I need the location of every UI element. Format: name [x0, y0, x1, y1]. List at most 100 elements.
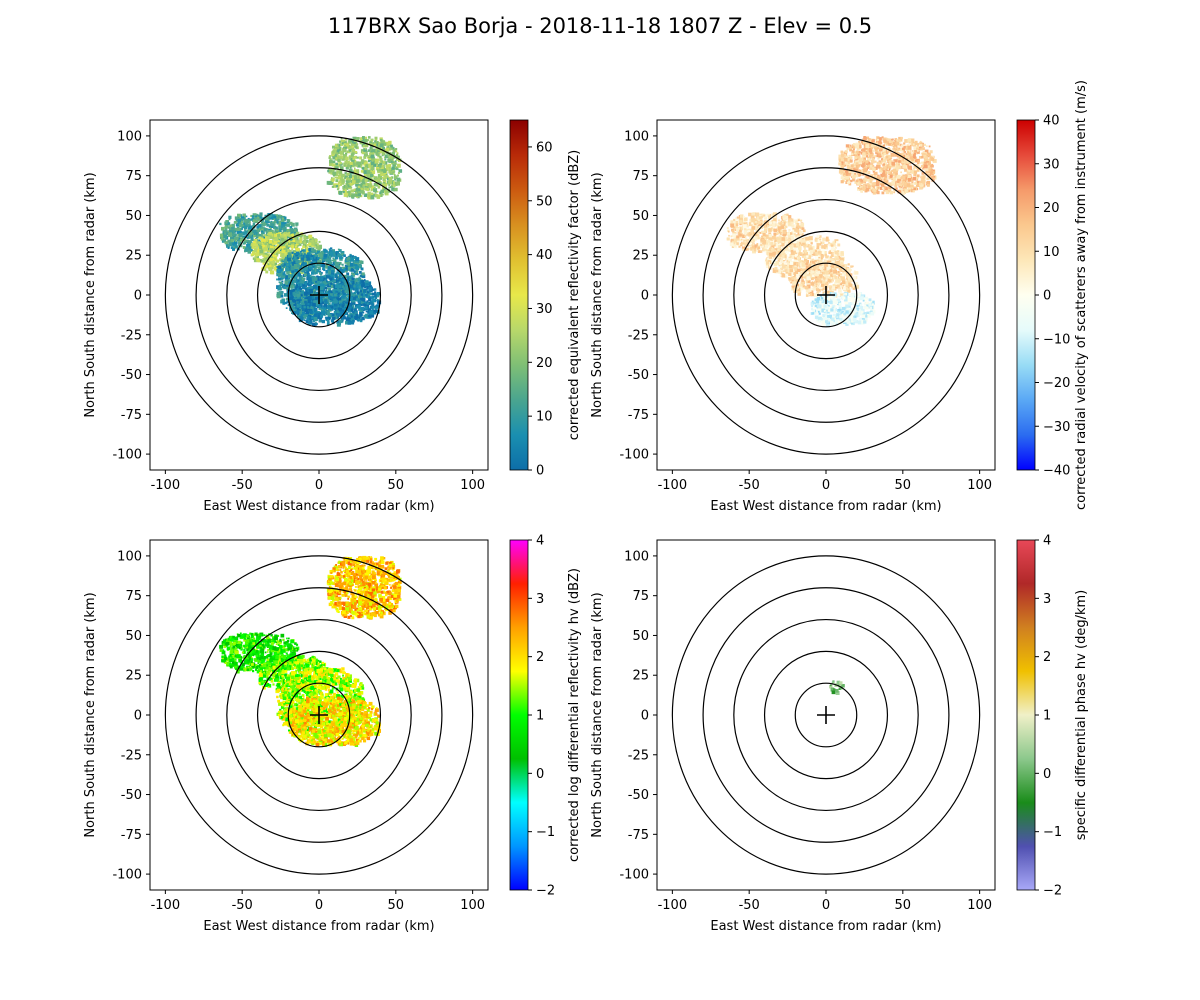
range-ring: [226, 198, 412, 392]
y-tick-label: -75: [121, 408, 142, 423]
x-axis-label: East West distance from radar (km): [710, 499, 941, 514]
y-tick-label: 50: [125, 209, 142, 224]
x-tick-label: -50: [232, 478, 253, 493]
echo-region-3: [787, 260, 860, 299]
colorbar-tick-label: 4: [1043, 534, 1051, 549]
colorbar-tick-label: 10: [536, 410, 553, 425]
range-ring: [226, 618, 412, 812]
colorbar-tick-label: 0: [536, 464, 544, 479]
x-tick-label: -50: [739, 898, 760, 913]
radar-panel-reflectivity: -100 -50 0 50 100-100-75-50-250255075100East…: [83, 119, 582, 514]
y-tick-label: 50: [125, 629, 142, 644]
x-tick-label: 50: [388, 478, 405, 493]
range-ring: [763, 230, 889, 360]
y-axis-label: North South distance from radar (km): [590, 592, 605, 837]
colorbar-tick-label: 3: [536, 592, 544, 607]
x-tick-label: -50: [739, 478, 760, 493]
colorbar-tick-label: −2: [1043, 884, 1062, 899]
y-tick-label: 25: [125, 669, 142, 684]
y-tick-label: 50: [632, 209, 649, 224]
range-ring: [195, 167, 443, 423]
range-ring: [195, 587, 443, 843]
y-tick-label: -75: [121, 828, 142, 843]
colorbar-tick-label: 40: [1043, 114, 1060, 129]
colorbar-tick-label: −20: [1043, 376, 1070, 391]
y-tick-label: 100: [624, 549, 649, 564]
x-tick-label: 100: [460, 898, 485, 913]
range-ring: [256, 230, 382, 360]
colorbar-label: corrected equivalent reflectivity factor…: [567, 150, 582, 441]
colorbar-tick-label: 20: [1043, 201, 1060, 216]
range-ring: [287, 682, 351, 748]
colorbar-tick-label: 50: [536, 194, 553, 209]
range-ring: [733, 198, 919, 392]
y-tick-label: -75: [628, 408, 649, 423]
range-ring: [702, 167, 950, 423]
x-tick-label: -100: [151, 478, 181, 493]
colorbar: −40 −30 −20 −10 0 10 20 30 40 corrected radial ve…: [1016, 80, 1089, 510]
radar-panel-specific_differential_phase: -100 -50 0 50 100 -100 -75 -50 -25 0 25 50 75 100 East…: [590, 534, 1089, 935]
y-tick-label: -25: [121, 328, 142, 343]
y-tick-label: 75: [125, 169, 142, 184]
colorbar-tick-label: −1: [536, 825, 555, 840]
colorbar-tick-label: −40: [1043, 464, 1070, 479]
colorbar: −2 −1 0 1 2 3 4 specific differential phase hv …: [1016, 534, 1089, 899]
y-tick-label: 25: [125, 249, 142, 264]
y-tick-label: 75: [632, 169, 649, 184]
echo-region-4: [288, 275, 382, 327]
colorbar-tick-label: −1: [1043, 825, 1062, 840]
y-axis-label: North South distance from radar (km): [83, 172, 98, 417]
x-tick-label: 0: [315, 478, 323, 493]
colorbar-label: specific differential phase hv (deg/km): [1074, 590, 1089, 840]
x-tick-label: -50: [232, 898, 253, 913]
colorbar-tick-label: 0: [1043, 767, 1051, 782]
y-tick-label: 75: [632, 589, 649, 604]
y-tick-label: 100: [117, 129, 142, 144]
echo-region-1: [219, 632, 300, 674]
y-tick-label: -25: [628, 328, 649, 343]
echo-region-4: [288, 695, 381, 747]
range-ring: [164, 555, 474, 875]
colorbar-tick-label: 2: [536, 650, 544, 665]
y-tick-label: 25: [632, 669, 649, 684]
echo-layer: [219, 555, 402, 747]
y-tick-label: 0: [134, 289, 142, 304]
x-tick-label: 50: [895, 898, 912, 913]
colorbar-label: corrected radial velocity of scatterers …: [1074, 80, 1089, 510]
x-axis-label: East West distance from radar (km): [203, 499, 434, 514]
range-ring: [733, 618, 919, 812]
echo-layer: [726, 136, 937, 327]
x-tick-label: 0: [315, 898, 323, 913]
colorbar-label: corrected log differential reflectivity …: [567, 568, 582, 862]
y-tick-label: -50: [628, 368, 649, 383]
y-tick-label: -100: [619, 868, 649, 883]
x-tick-label: 100: [460, 478, 485, 493]
colorbar-tick-label: 60: [536, 140, 553, 155]
colorbar-gradient: [509, 539, 529, 891]
colorbar-tick-label: 0: [536, 767, 544, 782]
y-tick-label: -75: [628, 828, 649, 843]
y-tick-label: -50: [121, 788, 142, 803]
figure-title: 117BRX Sao Borja - 2018-11-18 1807 Z - E…: [327, 14, 873, 38]
echo-region-0: [326, 136, 403, 200]
radar-panel-differential_reflectivity: -100 -50 0 50 100 -100 -75 -50 -25 0 25 50 75 100 East…: [83, 534, 582, 935]
colorbar-gradient: [1016, 539, 1036, 891]
echo-region-1: [219, 212, 299, 254]
y-tick-label: 0: [641, 289, 649, 304]
colorbar-tick-label: 4: [536, 534, 544, 549]
x-tick-label: -100: [658, 898, 688, 913]
range-ring: [671, 135, 981, 455]
radar-panel-velocity: -100 -50 0 50 100-100-75-50-250255075100East…: [590, 80, 1089, 514]
range-ring: [671, 555, 981, 875]
y-tick-label: -100: [112, 448, 142, 463]
colorbar: 0 10 20 30 40 50 60 corrected equivalent reflec…: [509, 119, 582, 479]
colorbar-tick-label: 30: [536, 302, 553, 317]
colorbar-tick-label: 20: [536, 356, 553, 371]
x-tick-label: 100: [967, 898, 992, 913]
range-ring: [794, 262, 858, 328]
colorbar-tick-label: 40: [536, 248, 553, 263]
y-tick-label: -100: [112, 868, 142, 883]
colorbar-tick-label: 2: [1043, 650, 1051, 665]
x-tick-label: -100: [151, 898, 181, 913]
colorbar-tick-label: 0: [1043, 289, 1051, 304]
